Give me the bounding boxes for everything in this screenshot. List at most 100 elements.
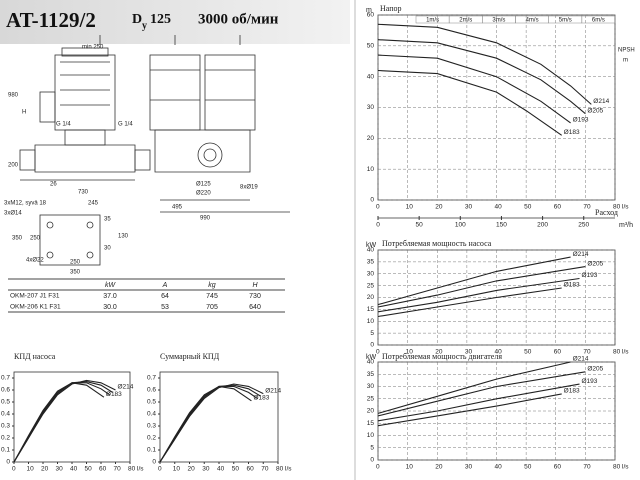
dimension-label: 990 — [200, 216, 211, 222]
plot-frame — [13, 371, 131, 463]
x-tick-label: 10 — [406, 464, 414, 471]
curve — [159, 385, 252, 463]
x-tick-label: 40 — [70, 466, 78, 473]
dimension-label: Ø220 — [196, 191, 211, 197]
chart-title: Потребляемая мощность насоса — [382, 239, 492, 248]
x-tick-label: 20 — [435, 464, 443, 471]
y-tick-label: 0 — [152, 459, 156, 466]
y-tick-label: 0.1 — [1, 447, 10, 454]
table-cell: 53 — [161, 304, 169, 311]
table-cell: 730 — [249, 293, 261, 300]
curve — [159, 383, 264, 463]
velocity-label: 1m/s — [426, 18, 439, 24]
dimension-label: min 250 — [82, 45, 104, 51]
curve — [377, 256, 571, 306]
x-tick-label: 40 — [495, 204, 503, 211]
x-tick-label: 0 — [158, 466, 162, 473]
x-tick-label: 0 — [376, 464, 380, 471]
velocity-label: 2m/s — [459, 18, 472, 24]
y-tick-label: 25 — [367, 282, 375, 289]
chart-title: Суммарный КПД — [160, 352, 220, 361]
curve-label: Ø193 — [581, 272, 597, 279]
plot-frame — [159, 371, 279, 463]
curve-label: Ø183 — [564, 388, 580, 395]
x-tick-label: 70 — [583, 464, 591, 471]
velocity-label: 3m/s — [492, 18, 505, 24]
curve — [159, 385, 258, 463]
y-tick-label: 0.5 — [147, 399, 156, 406]
curve — [13, 379, 116, 463]
model: AT-1129/2 — [6, 8, 96, 32]
table-model: OKM-207 J1 F31 — [10, 293, 60, 300]
x-tick-label: 50 — [232, 466, 240, 473]
table-cell: 64 — [161, 293, 169, 300]
curve — [377, 287, 562, 318]
table-header: kW — [105, 282, 117, 289]
y-tick-label: 35 — [367, 259, 375, 266]
y-tick-label: 30 — [367, 104, 375, 111]
dn-sub: y — [142, 20, 147, 31]
y-tick-label: 0.4 — [147, 411, 156, 418]
table-header: H — [252, 282, 258, 289]
velocity-label: 6m/s — [592, 18, 605, 24]
y-tick-label: 5 — [370, 444, 374, 451]
x2-tick-label: 50 — [416, 222, 424, 229]
dimension-label: 200 — [8, 163, 19, 169]
dimension-label: G 1/4 — [56, 122, 71, 128]
velocity-label: 4m/s — [526, 18, 539, 24]
y-tick-label: 0.1 — [147, 447, 156, 454]
table-cell: 705 — [206, 304, 218, 311]
x-tick-label: 0 — [12, 466, 16, 473]
y-tick-label: 10 — [367, 432, 375, 439]
y-tick-label: 50 — [367, 43, 375, 50]
y-tick-label: 0.6 — [147, 387, 156, 394]
y-tick-label: 0 — [370, 342, 374, 349]
curve — [377, 266, 586, 308]
y2-label: NPSH — [618, 48, 635, 54]
dimension-label: Ø125 — [196, 182, 211, 188]
y-unit: m — [366, 7, 372, 14]
y-unit: kW — [366, 242, 377, 249]
x-tick-label: 50 — [524, 204, 532, 211]
dimension-label: 8xØ19 — [240, 185, 258, 191]
y-tick-label: 0.7 — [1, 375, 10, 382]
y-tick-label: 0 — [370, 197, 374, 204]
curve-label: Ø183 — [253, 395, 269, 402]
y-tick-label: 20 — [367, 294, 375, 301]
dn-value: 125 — [150, 12, 171, 27]
dimension-label: 35 — [104, 217, 111, 223]
dimension-label: 730 — [78, 190, 89, 196]
x-tick-label: 80 l/s — [128, 466, 144, 473]
y-tick-label: 0.2 — [147, 435, 156, 442]
dimension-label: 350 — [70, 270, 81, 276]
curve-label: Ø214 — [593, 98, 609, 105]
dimension-label: 4xØ22 — [26, 258, 44, 264]
x2-tick-label: 250 — [578, 222, 589, 229]
x-tick-label: 80 l/s — [613, 204, 629, 211]
curve — [377, 39, 586, 115]
pump-drawing — [19, 35, 290, 266]
y-tick-label: 0.3 — [147, 423, 156, 430]
y-tick-label: 20 — [367, 135, 375, 142]
dimension-label: 130 — [118, 234, 129, 240]
y-tick-label: 0.6 — [1, 387, 10, 394]
dimension-label: 350 — [12, 236, 23, 242]
y-tick-label: 30 — [367, 383, 375, 390]
y-tick-label: 0 — [370, 457, 374, 464]
x-tick-label: 70 — [114, 466, 122, 473]
x-tick-label: 30 — [56, 466, 64, 473]
curve-label: Ø183 — [564, 282, 580, 289]
y-tick-label: 40 — [367, 73, 375, 80]
x2-tick-label: 100 — [455, 222, 466, 229]
curve-label: Ø205 — [587, 107, 603, 114]
dimension-label: 980 — [8, 93, 19, 99]
x-tick-label: 30 — [465, 349, 473, 356]
y-tick-label: 0 — [6, 459, 10, 466]
x-tick-label: 0 — [376, 349, 380, 356]
table-cell: 37.0 — [103, 293, 117, 300]
y-tick-label: 40 — [367, 359, 375, 366]
y-tick-label: 15 — [367, 420, 375, 427]
dimension-label: 30 — [104, 246, 111, 252]
y-tick-label: 10 — [367, 166, 375, 173]
y-tick-label: 20 — [367, 408, 375, 415]
